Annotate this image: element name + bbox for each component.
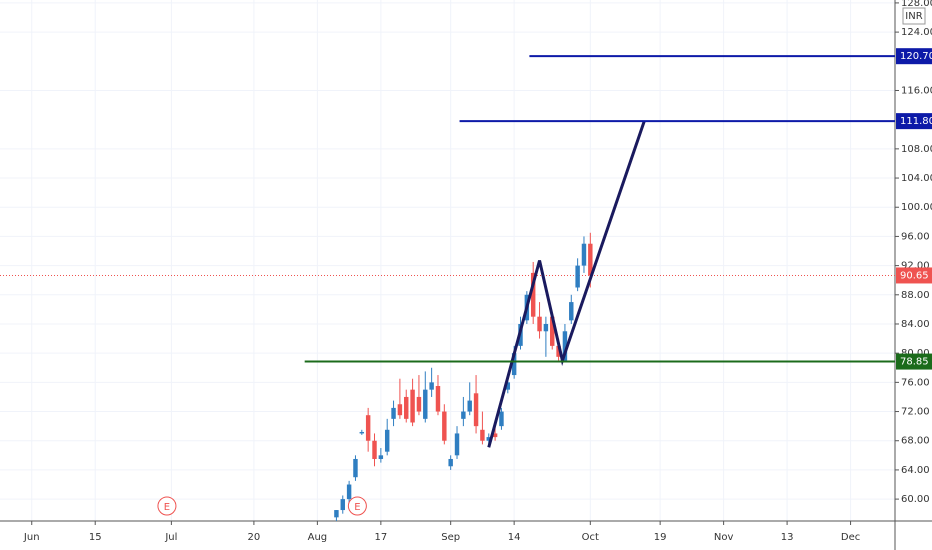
x-tick-label: 19 [654, 532, 667, 543]
candle-body [467, 400, 472, 412]
y-tick-label: 64.00 [901, 465, 930, 476]
candle-body [365, 415, 371, 441]
event-label: E [164, 502, 170, 513]
candle-body [537, 316, 542, 332]
candle-body [505, 382, 511, 390]
y-tick-label: 124.00 [901, 27, 932, 38]
price-label: 90.65 [900, 270, 929, 281]
y-tick-label: 60.00 [901, 494, 930, 505]
candle-body [575, 265, 580, 288]
candle-body [435, 386, 441, 412]
x-tick-label: 20 [248, 532, 261, 543]
candle-body [588, 243, 593, 276]
candle-body [340, 499, 345, 511]
x-tick-label: Sep [441, 532, 460, 543]
candle-body [461, 411, 466, 419]
price-label: 120.70 [900, 51, 932, 62]
candle-body [530, 272, 536, 317]
y-tick-label: 84.00 [901, 319, 930, 330]
candle-body [486, 437, 491, 441]
x-tick-label: 14 [508, 532, 521, 543]
trend-line [487, 120, 646, 448]
candle-body [404, 396, 409, 419]
event-marker [157, 496, 177, 516]
x-tick-label: 15 [89, 532, 102, 543]
event-label: E [354, 502, 360, 513]
currency-box [902, 7, 926, 25]
currency-label: INR [905, 11, 922, 22]
candle-body [499, 411, 504, 427]
price-label: 111.80 [900, 116, 932, 127]
candle-body [378, 455, 384, 459]
y-tick-label: 108.00 [901, 144, 932, 155]
price-label-box [896, 48, 932, 65]
candle-body [562, 331, 568, 361]
x-tick-label: Jul [164, 532, 177, 543]
candle-body [581, 243, 587, 266]
candle-body [454, 433, 460, 456]
candle-body [416, 396, 422, 412]
candle-body [391, 407, 396, 419]
y-tick-label: 100.00 [901, 202, 932, 213]
candle-body [473, 393, 479, 427]
candle-body [556, 345, 561, 357]
price-label-box [896, 113, 932, 130]
x-tick-label: 13 [781, 532, 794, 543]
candle-body [410, 389, 415, 423]
candle-body [492, 433, 498, 438]
y-tick-label: 96.00 [901, 231, 930, 242]
candle-body [569, 302, 574, 321]
x-tick-label: Dec [841, 532, 860, 543]
candle-body [448, 458, 453, 467]
candle-body [384, 429, 390, 452]
candle-body [480, 429, 485, 441]
y-tick-label: 68.00 [901, 436, 930, 447]
price-label-box [896, 353, 932, 370]
candle-body [511, 353, 517, 376]
y-tick-label: 76.00 [901, 377, 930, 388]
y-tick-label: 92.00 [901, 261, 930, 272]
x-tick-label: Oct [582, 532, 599, 543]
candle-body [550, 316, 555, 346]
y-tick-label: 72.00 [901, 407, 930, 418]
y-tick-label: 116.00 [901, 85, 932, 96]
event-marker [347, 496, 367, 516]
candle-body [429, 382, 434, 390]
x-tick-label: 17 [374, 532, 387, 543]
price-label-box [896, 267, 932, 284]
y-tick-label: 128.00 [901, 0, 932, 9]
candle-body [346, 484, 352, 500]
candle-body [334, 510, 339, 518]
x-tick-label: Nov [714, 532, 734, 543]
x-tick-label: Aug [308, 532, 328, 543]
y-tick-label: 104.00 [901, 173, 932, 184]
x-tick-label: Jun [23, 532, 40, 543]
candle-body [397, 404, 403, 416]
y-tick-label: 88.00 [901, 290, 930, 301]
candle-body [353, 458, 358, 478]
candle-body [442, 411, 447, 441]
candle-body [543, 323, 549, 332]
candle-body [423, 389, 428, 419]
price-label: 78.85 [900, 357, 929, 368]
candle-body [359, 431, 365, 434]
candle-body [372, 440, 377, 459]
